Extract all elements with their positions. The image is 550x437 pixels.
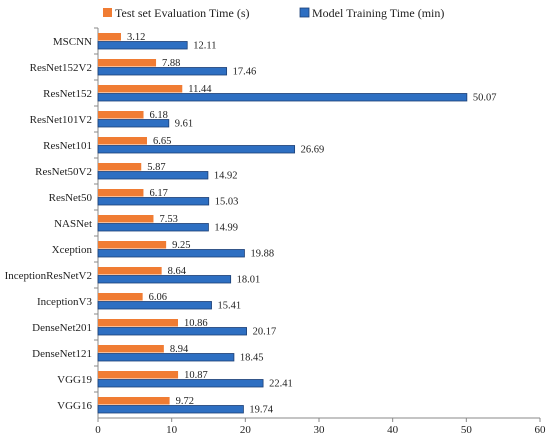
value-label-test-eval: 6.17 [149, 188, 167, 199]
value-label-test-eval: 10.86 [184, 318, 208, 329]
value-label-training: 18.45 [240, 353, 264, 364]
legend-label-training: Model Training Time (min) [312, 6, 444, 20]
bar-test-eval [98, 85, 183, 93]
category-label: VGG19 [57, 374, 92, 386]
bar-training [97, 353, 235, 362]
value-label-training: 14.92 [214, 171, 238, 182]
x-tick-label: 30 [314, 424, 326, 436]
x-tick-label: 20 [240, 424, 252, 436]
bar-training [97, 41, 188, 50]
bar-test-eval [98, 397, 170, 405]
value-label-training: 15.03 [215, 197, 239, 208]
value-label-test-eval: 10.87 [184, 370, 208, 381]
value-label-test-eval: 6.06 [149, 292, 167, 303]
x-tick-label: 40 [387, 424, 399, 436]
bar-test-eval [98, 33, 121, 41]
bar-test-eval [98, 267, 162, 275]
bar-test-eval [98, 241, 167, 249]
value-label-test-eval: 11.44 [188, 84, 212, 95]
category-label: DenseNet201 [32, 322, 92, 334]
bar-test-eval [98, 59, 157, 67]
value-label-training: 17.46 [233, 67, 257, 78]
category-label: ResNet101V2 [30, 114, 92, 126]
legend-swatch-test-eval [103, 8, 112, 17]
legend-label-test-eval: Test set Evaluation Time (s) [115, 6, 249, 20]
bar-training [97, 93, 468, 102]
value-label-training: 12.11 [193, 41, 216, 52]
value-label-training: 20.17 [253, 327, 277, 338]
legend-swatch-training [299, 7, 310, 18]
bar-training [97, 275, 232, 284]
value-label-test-eval: 7.53 [159, 214, 177, 225]
bar-training [97, 379, 264, 388]
value-label-test-eval: 8.94 [170, 344, 189, 355]
bar-test-eval [98, 111, 144, 119]
value-label-test-eval: 5.87 [147, 162, 165, 173]
category-label: ResNet152V2 [30, 62, 92, 74]
value-label-training: 22.41 [269, 379, 293, 390]
value-label-test-eval: 3.12 [127, 32, 145, 43]
value-label-training: 15.41 [218, 301, 242, 312]
value-label-training: 18.01 [237, 275, 261, 286]
bar-training [97, 405, 244, 414]
x-tick-label: 10 [166, 424, 178, 436]
bar-training [97, 327, 247, 336]
value-label-test-eval: 9.72 [176, 396, 194, 407]
legend: Test set Evaluation Time (s) Model Train… [103, 6, 444, 20]
value-label-training: 19.74 [249, 405, 273, 416]
plot-area: 0 10 20 30 40 50 60 MSCNN 3.12 12.11 ResNet152V2 7.… [5, 27, 547, 436]
bar-test-eval [98, 293, 143, 301]
bar-test-eval [98, 371, 179, 379]
bar-training [97, 223, 209, 232]
x-tick-label: 0 [95, 424, 101, 436]
bar-training [97, 171, 209, 180]
value-label-training: 50.07 [473, 93, 497, 104]
value-label-test-eval: 6.18 [150, 110, 168, 121]
category-label: NASNet [54, 218, 92, 230]
category-label: VGG16 [57, 400, 92, 412]
x-tick-label: 60 [535, 424, 547, 436]
value-label-training: 26.69 [301, 145, 325, 156]
category-label: ResNet50V2 [35, 166, 92, 178]
category-label: InceptionResNetV2 [5, 270, 92, 282]
value-label-training: 19.88 [250, 249, 274, 260]
category-label: ResNet152 [43, 88, 92, 100]
bar-test-eval [98, 319, 179, 327]
value-label-training: 9.61 [175, 119, 193, 130]
value-label-test-eval: 8.64 [168, 266, 187, 277]
category-label: DenseNet121 [32, 348, 92, 360]
bar-training [97, 119, 170, 128]
value-label-training: 14.99 [214, 223, 238, 234]
bar-test-eval [98, 163, 142, 171]
bar-test-eval [98, 189, 144, 197]
x-tick-label: 50 [461, 424, 473, 436]
category-label: MSCNN [53, 36, 92, 48]
bar-test-eval [98, 215, 154, 223]
bar-test-eval [98, 345, 164, 353]
bar-training [97, 197, 210, 206]
bar-training [97, 301, 212, 310]
bar-training [97, 249, 245, 258]
category-label: ResNet101 [43, 140, 92, 152]
bar-training [97, 67, 228, 76]
value-label-test-eval: 9.25 [172, 240, 190, 251]
bar-test-eval [98, 137, 147, 145]
category-label: ResNet50 [49, 192, 93, 204]
category-label: Xception [52, 244, 93, 256]
category-label: InceptionV3 [37, 296, 92, 308]
value-label-test-eval: 6.65 [153, 136, 171, 147]
bar-training [97, 145, 296, 154]
value-label-test-eval: 7.88 [162, 58, 180, 69]
